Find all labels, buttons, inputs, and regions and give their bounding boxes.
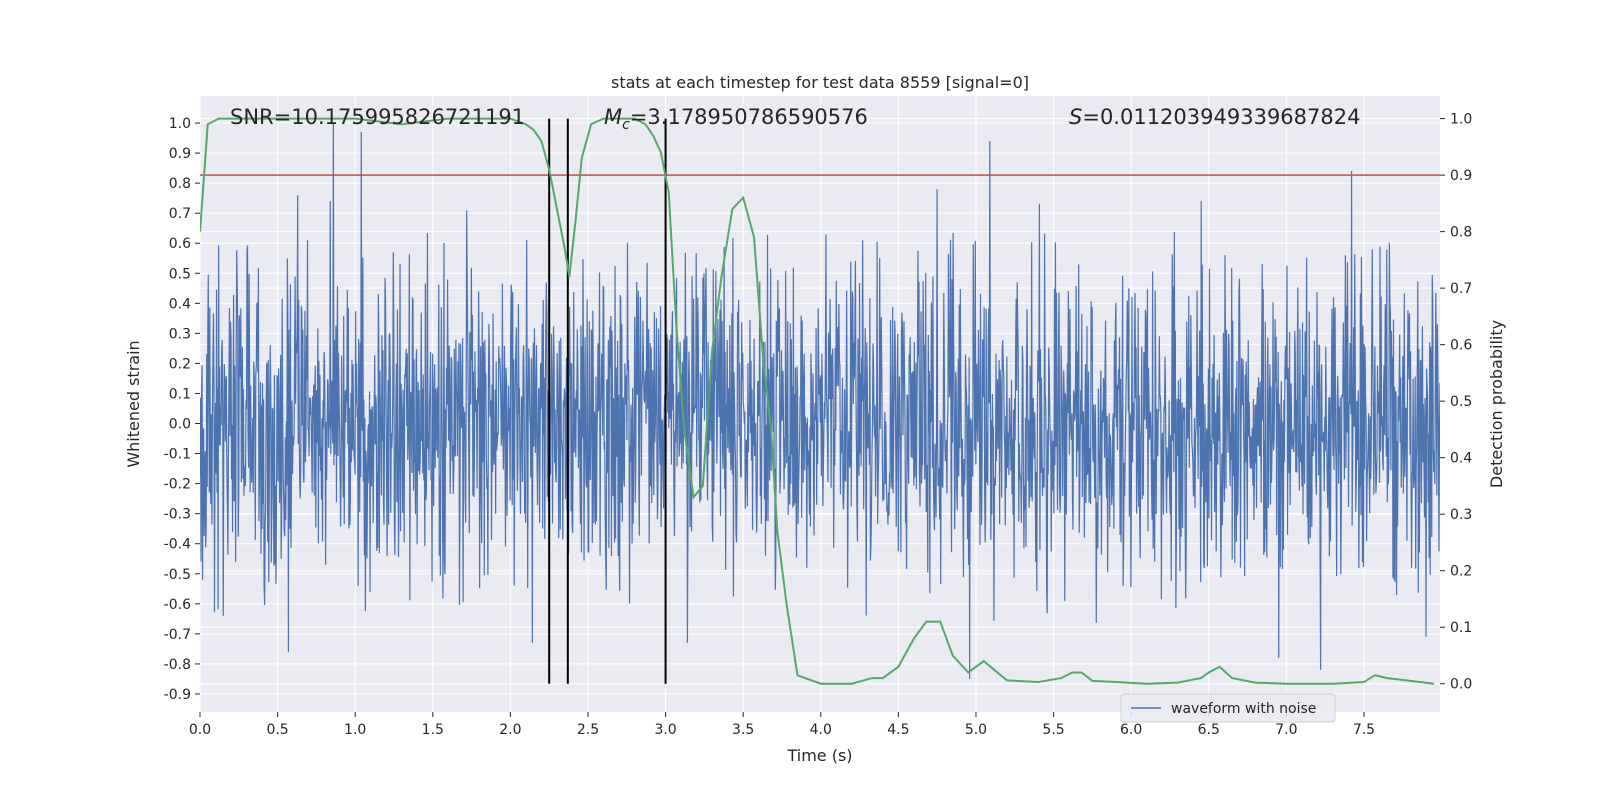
s-symbol: S xyxy=(1069,105,1082,129)
s-annotation: S=0.011203949339687824 xyxy=(1069,105,1360,129)
x-axis-ticks: 0.0 0.5 1.0 1.5 2.0 2.5 3.0 3.5 4.0 4.5 5.0 5.5 6.0 6… xyxy=(189,712,1375,738)
legend-label-waveform: waveform with noise xyxy=(1171,701,1316,717)
x-tick-label: 0.5 xyxy=(266,722,288,738)
y-right-tick-label: 0.5 xyxy=(1450,394,1472,410)
y-left-tick-label: 0.1 xyxy=(169,386,191,402)
probability-series xyxy=(200,117,1434,685)
x-tick-label: 1.5 xyxy=(422,722,444,738)
chirp-mass-symbol: M xyxy=(604,105,622,129)
legend: waveform with noise xyxy=(1120,693,1336,723)
chirp-mass-value: =3.178950786590576 xyxy=(630,105,868,129)
y-left-axis-label: Whitened strain xyxy=(124,340,143,467)
chirp-mass-annotation: Mc=3.178950786590576 xyxy=(604,105,868,133)
x-tick-label: 0.0 xyxy=(189,722,211,738)
y-right-tick-label: 0.1 xyxy=(1450,620,1472,636)
chart-title: stats at each timestep for test data 855… xyxy=(611,73,1029,92)
snr-annotation: SNR=10.175995826721191 xyxy=(230,105,525,129)
x-tick-label: 7.0 xyxy=(1275,722,1297,738)
y-left-tick-label: -0.4 xyxy=(164,537,191,553)
legend-box xyxy=(1120,693,1336,723)
chirp-mass-subscript: c xyxy=(622,117,630,133)
y-left-tick-label: 0.2 xyxy=(169,356,191,372)
x-tick-label: 7.5 xyxy=(1353,722,1375,738)
x-tick-label: 3.0 xyxy=(654,722,676,738)
x-axis-label: Time (s) xyxy=(786,746,852,765)
y-left-tick-label: 0.8 xyxy=(169,176,191,192)
y-left-tick-label: 0.4 xyxy=(169,296,191,312)
y-right-tick-label: 0.2 xyxy=(1450,564,1472,580)
y-right-tick-label: 0.9 xyxy=(1450,168,1472,184)
y-left-tick-label: -0.5 xyxy=(164,567,191,583)
x-tick-label: 1.0 xyxy=(344,722,366,738)
x-tick-label: 6.0 xyxy=(1120,722,1142,738)
y-right-tick-label: 0.4 xyxy=(1450,451,1472,467)
x-tick-label: 4.0 xyxy=(810,722,832,738)
y-right-tick-label: 0.6 xyxy=(1450,338,1472,354)
waveform-line xyxy=(200,123,1440,679)
y-left-axis-ticks: 1.0 0.9 0.8 0.7 0.6 0.5 0.4 0.3 0.2 0.1 0.0 -0.1 -0.… xyxy=(164,116,200,703)
y-right-tick-label: 0.8 xyxy=(1450,225,1472,241)
x-tick-label: 2.0 xyxy=(499,722,521,738)
y-left-tick-label: 0.0 xyxy=(169,417,191,433)
s-value: =0.011203949339687824 xyxy=(1082,105,1360,129)
y-right-tick-label: 0.3 xyxy=(1450,507,1472,523)
vertical-markers xyxy=(548,118,667,684)
y-left-tick-label: -0.9 xyxy=(164,687,191,703)
x-tick-label: 4.5 xyxy=(887,722,909,738)
y-right-tick-label: 0.7 xyxy=(1450,281,1472,297)
y-right-axis-ticks: 1.0 0.9 0.8 0.7 0.6 0.5 0.4 0.3 0.2 0.1 0.0 xyxy=(1440,112,1472,693)
y-left-tick-label: -0.1 xyxy=(164,447,191,463)
y-right-tick-label: 0.0 xyxy=(1450,677,1472,693)
y-right-axis-label: Detection probability xyxy=(1487,320,1506,488)
y-left-tick-label: 0.5 xyxy=(169,266,191,282)
probability-line xyxy=(200,117,1434,685)
y-left-tick-label: 0.9 xyxy=(169,146,191,162)
x-tick-label: 5.5 xyxy=(1042,722,1064,738)
y-left-tick-label: -0.8 xyxy=(164,657,191,673)
x-tick-label: 3.5 xyxy=(732,722,754,738)
x-tick-label: 6.5 xyxy=(1198,722,1220,738)
x-tick-label: 2.5 xyxy=(577,722,599,738)
y-left-tick-label: -0.2 xyxy=(164,477,191,493)
y-left-tick-label: 0.6 xyxy=(169,236,191,252)
y-left-tick-label: 1.0 xyxy=(169,116,191,132)
y-right-tick-label: 1.0 xyxy=(1450,112,1472,128)
y-left-tick-label: 0.3 xyxy=(169,326,191,342)
x-tick-label: 5.0 xyxy=(965,722,987,738)
y-left-tick-label: 0.7 xyxy=(169,206,191,222)
y-left-tick-label: -0.6 xyxy=(164,597,191,613)
y-left-tick-label: -0.7 xyxy=(164,627,191,643)
y-left-tick-label: -0.3 xyxy=(164,507,191,523)
waveform-series xyxy=(200,123,1440,679)
